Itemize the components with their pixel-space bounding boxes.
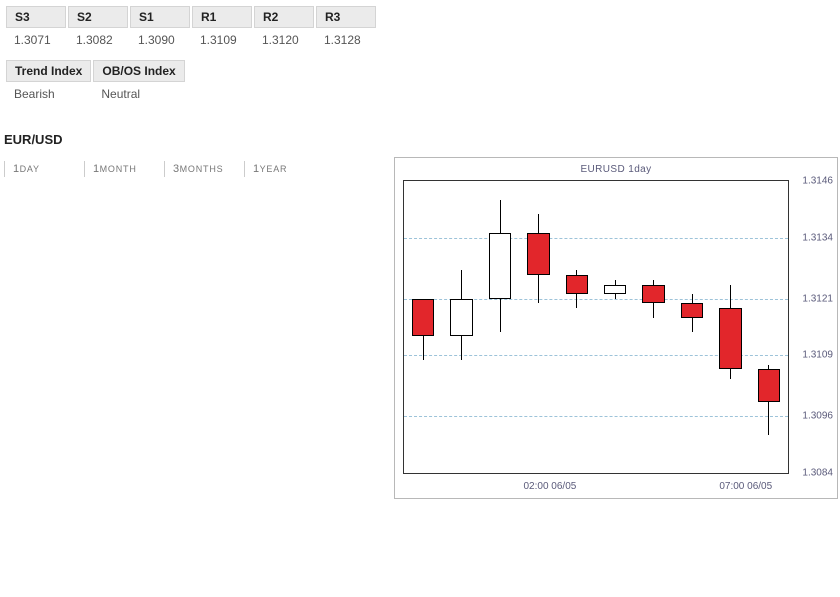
val-r1: 1.3109 [192,30,252,50]
chart-xtick-label: 07:00 06/05 [719,481,772,492]
chart-ytick-label: 1.3146 [802,176,833,187]
val-s3: 1.3071 [6,30,66,50]
chart-xtick-label: 02:00 06/05 [523,481,576,492]
tab-1year[interactable]: 1YEAR [244,161,324,177]
col-r2: R2 [254,6,314,28]
col-trend-index: Trend Index [6,60,91,82]
val-r2: 1.3120 [254,30,314,50]
val-s1: 1.3090 [130,30,190,50]
col-s1: S1 [130,6,190,28]
candle-body [412,299,434,337]
chart-title: EURUSD 1day [395,164,837,175]
candle-body [681,303,703,317]
col-s2: S2 [68,6,128,28]
val-r3: 1.3128 [316,30,376,50]
index-table: Trend Index OB/OS Index Bearish Neutral [4,58,187,106]
candle-body [642,285,664,304]
tab-1month[interactable]: 1MONTH [84,161,164,177]
pair-title: EUR/USD [4,132,836,147]
candle-body [604,285,626,294]
pivot-levels-table: S3 S2 S1 R1 R2 R3 1.3071 1.3082 1.3090 1… [4,4,378,52]
val-trend-index: Bearish [6,84,91,104]
chart-gridline [404,416,788,417]
val-obos-index: Neutral [93,84,184,104]
candle-body [527,233,549,275]
candle-body [758,369,780,402]
col-r1: R1 [192,6,252,28]
candle-body [719,308,741,369]
chart-ytick-label: 1.3134 [802,232,833,243]
chart-gridline [404,238,788,239]
val-s2: 1.3082 [68,30,128,50]
candle-body [450,299,472,337]
col-s3: S3 [6,6,66,28]
candle-body [489,233,511,299]
candle-body [566,275,588,294]
chart-ytick-label: 1.3121 [802,293,833,304]
chart-plot-area [403,180,789,474]
tab-1day[interactable]: 1DAY [4,161,84,177]
chart-ytick-label: 1.3096 [802,411,833,422]
candlestick-chart: EURUSD 1day 1.3084 1.3096 1.3109 1.3121 1.31… [394,157,838,499]
tab-3months[interactable]: 3MONTHS [164,161,244,177]
chart-ytick-label: 1.3084 [802,468,833,479]
col-r3: R3 [316,6,376,28]
chart-ytick-label: 1.3109 [802,350,833,361]
col-obos-index: OB/OS Index [93,60,184,82]
